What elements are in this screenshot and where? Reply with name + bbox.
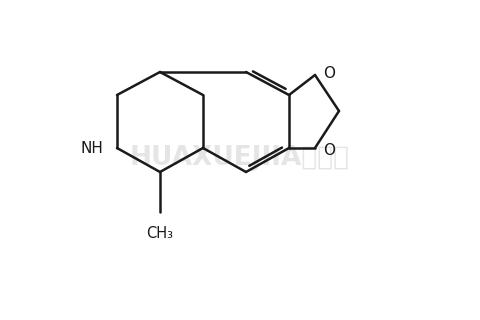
Text: CH₃: CH₃ [146,226,173,241]
Text: NH: NH [80,140,103,156]
Text: HUAXUEJIIA化学加: HUAXUEJIIA化学加 [130,145,350,171]
Text: O: O [323,66,335,81]
Text: O: O [323,142,335,157]
